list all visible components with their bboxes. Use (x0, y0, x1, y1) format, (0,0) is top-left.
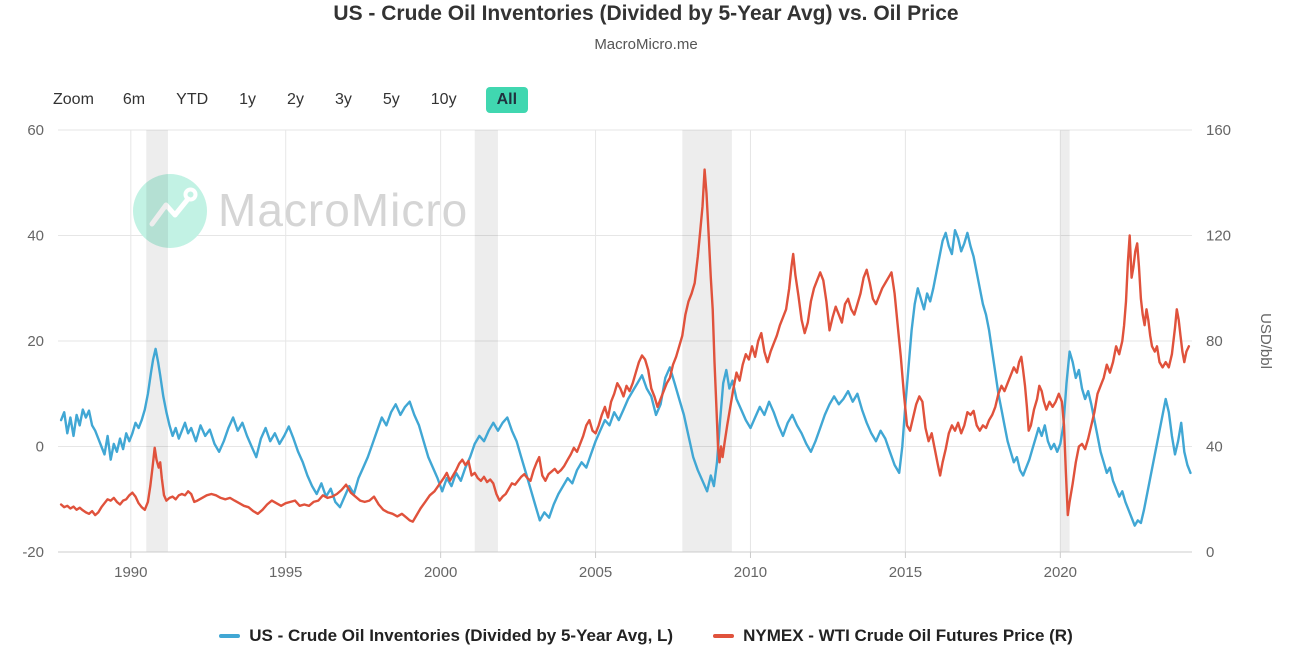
y-right-tick-label: 120 (1206, 228, 1231, 245)
range-button-6m[interactable]: 6m (122, 91, 146, 108)
recession-band (474, 130, 498, 552)
legend-item-0[interactable]: US - Crude Oil Inventories (Divided by 5… (219, 626, 673, 646)
legend: US - Crude Oil Inventories (Divided by 5… (0, 626, 1292, 646)
page-title: US - Crude Oil Inventories (Divided by 5… (333, 2, 959, 25)
y-right-tick-label: 80 (1206, 333, 1223, 350)
x-tick-label: 2010 (734, 564, 767, 581)
watermark-trendline-dot-icon (183, 187, 198, 202)
range-button-all[interactable]: All (485, 87, 529, 113)
x-tick-label: 2015 (889, 564, 922, 581)
y-left-tick-label: 20 (27, 333, 44, 350)
y-left-tick-label: 0 (36, 439, 44, 456)
range-button-5y[interactable]: 5y (382, 91, 400, 108)
chart-source-subtitle: MacroMicro.me (594, 36, 698, 53)
legend-item-1[interactable]: NYMEX - WTI Crude Oil Futures Price (R) (713, 626, 1073, 646)
y-left-tick-label: -20 (22, 544, 44, 561)
x-tick-label: 1995 (269, 564, 302, 581)
watermark-brand-text: MacroMicro (218, 184, 468, 236)
watermark-trendline-icon (149, 196, 191, 227)
range-button-ytd[interactable]: YTD (176, 91, 209, 108)
range-selector: Zoom 6m YTD 1y 2y 3y 5y 10y All (53, 85, 529, 115)
recession-band (1060, 130, 1070, 552)
range-button-3y[interactable]: 3y (334, 91, 352, 108)
x-tick-label: 2020 (1044, 564, 1077, 581)
series-line-1[interactable] (59, 168, 1191, 523)
x-tick-label: 2000 (424, 564, 457, 581)
zoom-label: Zoom (53, 91, 94, 108)
legend-label: NYMEX - WTI Crude Oil Futures Price (R) (743, 626, 1073, 645)
range-button-2y[interactable]: 2y (287, 91, 304, 108)
y-left-tick-label: 60 (27, 122, 44, 139)
legend-line-marker (219, 634, 241, 638)
y-right-tick-label: 0 (1206, 544, 1214, 561)
range-button-10y[interactable]: 10y (430, 91, 457, 108)
x-tick-label: 1990 (114, 564, 147, 581)
y-left-tick-label: 40 (27, 228, 44, 245)
x-tick-label: 2005 (579, 564, 612, 581)
legend-line-marker (713, 634, 735, 638)
y-right-tick-label: 40 (1206, 439, 1223, 456)
range-button-1y[interactable]: 1y (239, 91, 257, 108)
series-line-0[interactable] (59, 229, 1192, 527)
legend-label: US - Crude Oil Inventories (Divided by 5… (249, 626, 674, 645)
y-right-tick-label: 160 (1206, 122, 1231, 139)
y-right-axis-title: USD/bbl (1257, 313, 1274, 369)
recession-band (146, 130, 168, 552)
